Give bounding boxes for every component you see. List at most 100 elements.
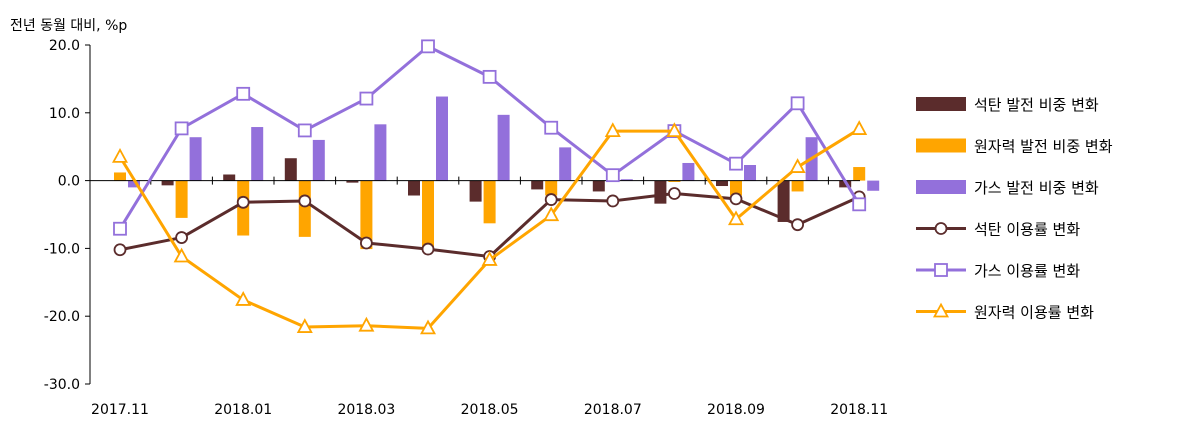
bar-1-2018.08 <box>654 180 667 204</box>
bar-3-2018.03 <box>374 124 387 181</box>
y-tick-label: 20.0 <box>49 38 80 54</box>
bar-3-2018.09 <box>744 165 756 181</box>
bar-1-2018.09 <box>716 180 728 187</box>
point-1-2018.07 <box>606 194 620 208</box>
bar-2-2017.12 <box>175 180 188 218</box>
y-tick-label: -20.0 <box>44 309 80 325</box>
x-tick-label: 2018.01 <box>214 402 272 418</box>
point-2-2017.12 <box>174 121 189 136</box>
legend-label: 원자력 발전 비중 변화 <box>974 138 1113 156</box>
legend-item: 석탄 발전 비중 변화 <box>916 96 1099 114</box>
point-3-2018.07 <box>604 122 621 138</box>
legend-marker <box>934 222 948 235</box>
legend-label: 석탄 이용률 변화 <box>974 221 1080 239</box>
y-tick-label: 0.0 <box>58 174 80 190</box>
bar-3-2018.06 <box>559 147 572 181</box>
legend-label: 석탄 발전 비중 변화 <box>974 96 1099 114</box>
bar-1-2018.04 <box>408 180 420 196</box>
bar-1-2018.06 <box>531 180 544 190</box>
point-3-2017.12 <box>173 247 190 263</box>
x-tick-label: 2018.03 <box>337 402 395 418</box>
point-1-2018.06 <box>544 193 558 206</box>
point-2-2018.11 <box>852 197 867 212</box>
point-2-2018.04 <box>421 39 435 54</box>
bar-2-2018.04 <box>422 180 434 248</box>
bar-1-2018.10 <box>777 180 790 222</box>
point-3-2018.02 <box>296 318 313 333</box>
point-3-2018.08 <box>666 122 683 138</box>
legend-marker <box>934 263 948 277</box>
point-1-2017.12 <box>175 231 189 244</box>
line-series-3 <box>118 127 860 330</box>
point-2-2018.06 <box>544 120 559 135</box>
legend-swatch <box>916 180 966 194</box>
axes-layer: 20.0 10.0 0.0 -10.0 -20.0 -30.0 2017.11 2018.01… <box>44 38 888 418</box>
x-tick-label: 2018.07 <box>584 402 642 418</box>
bar-2-2018.06 <box>545 180 558 196</box>
y-tick-label: 10.0 <box>49 106 80 122</box>
bar-layer <box>114 96 880 250</box>
bar-1-2018.02 <box>284 158 297 181</box>
bar-3-2017.11 <box>128 180 140 188</box>
point-2-2018.10 <box>790 96 805 111</box>
bar-3-2018.05 <box>497 114 510 181</box>
y-tick-label: -30.0 <box>44 377 80 393</box>
point-1-2018.09 <box>729 192 743 206</box>
legend-swatch <box>916 97 966 111</box>
bar-3-2017.12 <box>189 137 202 181</box>
point-3-2018.03 <box>358 316 375 332</box>
legend-item: 원자력 발전 비중 변화 <box>916 138 1113 156</box>
bar-1-2018.07 <box>592 180 605 192</box>
point-1-2018.01 <box>236 195 250 209</box>
point-2-2018.02 <box>297 123 312 138</box>
point-2-2017.11 <box>113 221 127 236</box>
point-3-2018.10 <box>789 158 806 173</box>
bar-1-2018.05 <box>469 180 482 202</box>
bar-2-2018.02 <box>298 180 311 237</box>
legend-label: 가스 이용률 변화 <box>974 262 1080 280</box>
point-2-2018.01 <box>236 86 251 101</box>
point-2-2018.05 <box>482 69 497 84</box>
bar-1-2018.01 <box>223 174 236 181</box>
point-1-2018.08 <box>668 187 681 200</box>
line-layer <box>111 39 868 335</box>
point-3-2018.06 <box>543 206 560 222</box>
point-3-2017.11 <box>111 147 129 163</box>
legend-item: 가스 이용률 변화 <box>916 262 1080 280</box>
bar-3-2018.04 <box>436 96 448 181</box>
point-1-2018.04 <box>421 242 435 256</box>
x-tick-label: 2018.09 <box>707 402 765 418</box>
legend-item: 가스 발전 비중 변화 <box>916 179 1099 197</box>
point-2-2018.03 <box>359 91 374 106</box>
bar-3-2018.02 <box>312 139 325 181</box>
legend-item: 원자력 이용률 변화 <box>916 302 1094 322</box>
bar-2-2018.11 <box>853 167 866 181</box>
point-2-2018.09 <box>729 156 743 171</box>
point-1-2017.11 <box>113 243 127 257</box>
point-3-2018.05 <box>481 251 498 266</box>
bar-2-2018.05 <box>483 180 496 224</box>
x-tick-label: 2017.11 <box>91 402 149 418</box>
bar-1-2018.03 <box>346 180 359 183</box>
point-1-2018.03 <box>359 236 373 250</box>
bar-3-2018.11 <box>867 180 880 191</box>
point-3-2018.09 <box>727 210 745 226</box>
legend-label: 원자력 이용률 변화 <box>974 304 1094 322</box>
legend-item: 석탄 이용률 변화 <box>916 221 1080 239</box>
bar-2-2018.08 <box>668 180 681 182</box>
bar-2-2018.03 <box>360 180 373 250</box>
x-tick-label: 2018.05 <box>461 402 519 418</box>
point-3-2018.04 <box>419 319 437 335</box>
point-2-2018.07 <box>605 168 620 183</box>
point-3-2018.11 <box>851 120 868 135</box>
bar-3-2018.07 <box>620 179 633 181</box>
y-tick-label: -10.0 <box>44 241 80 257</box>
legend-marker <box>932 302 950 318</box>
x-tick-label: 2018.11 <box>830 402 888 418</box>
point-3-2018.01 <box>235 291 252 306</box>
legend-label: 가스 발전 비중 변화 <box>974 179 1099 197</box>
bar-2-2018.09 <box>730 180 742 196</box>
bar-2-2017.11 <box>114 172 126 181</box>
